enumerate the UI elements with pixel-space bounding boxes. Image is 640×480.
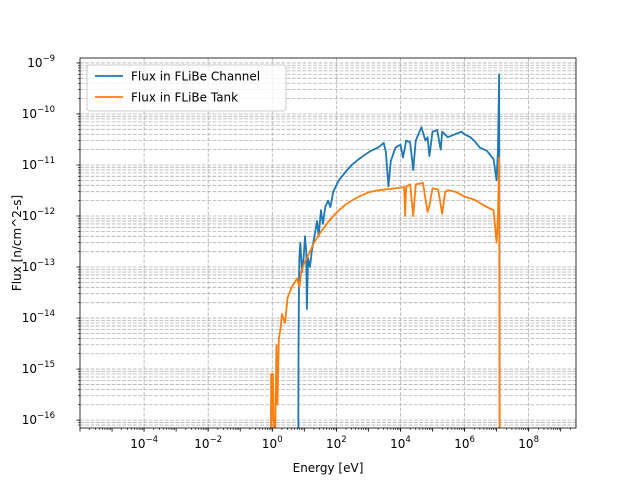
legend-label-tank: Flux in FLiBe Tank	[131, 91, 238, 105]
legend-label-channel: Flux in FLiBe Channel	[131, 70, 260, 84]
x-tick-label: 106	[454, 435, 475, 451]
legend: Flux in FLiBe Channel Flux in FLiBe Tank	[86, 64, 287, 112]
x-axis-ticks: 10−4 10−2 100 102 104 106 108	[79, 428, 571, 451]
y-tick-label: 10−12	[22, 207, 55, 223]
series-lines	[270, 73, 501, 428]
y-tick-label: 10−14	[22, 309, 55, 325]
x-tick-label: 104	[390, 435, 411, 451]
x-axis-label: Energy [eV]	[293, 461, 364, 475]
y-axis-ticks: 10−16 10−15 10−14 10−13 10−12 10−11 10−10 10−9	[22, 54, 80, 427]
x-tick-label: 108	[518, 435, 539, 451]
y-tick-label: 10−13	[22, 258, 55, 274]
y-axis-label: Flux [n/cm^2-s]	[10, 195, 24, 291]
y-tick-label: 10−11	[22, 156, 55, 172]
x-tick-label: 100	[262, 435, 283, 451]
x-tick-label: 10−2	[194, 435, 222, 451]
series-line-tank	[270, 156, 501, 428]
series-line-channel	[297, 73, 501, 428]
y-tick-label: 10−10	[22, 105, 55, 121]
y-tick-label: 10−15	[22, 360, 55, 376]
plot-frame	[79, 57, 577, 429]
y-tick-label: 10−16	[22, 411, 55, 427]
legend-box	[86, 64, 287, 112]
x-tick-label: 10−4	[130, 435, 158, 451]
y-tick-label: 10−9	[27, 54, 55, 70]
x-tick-label: 102	[326, 435, 347, 451]
